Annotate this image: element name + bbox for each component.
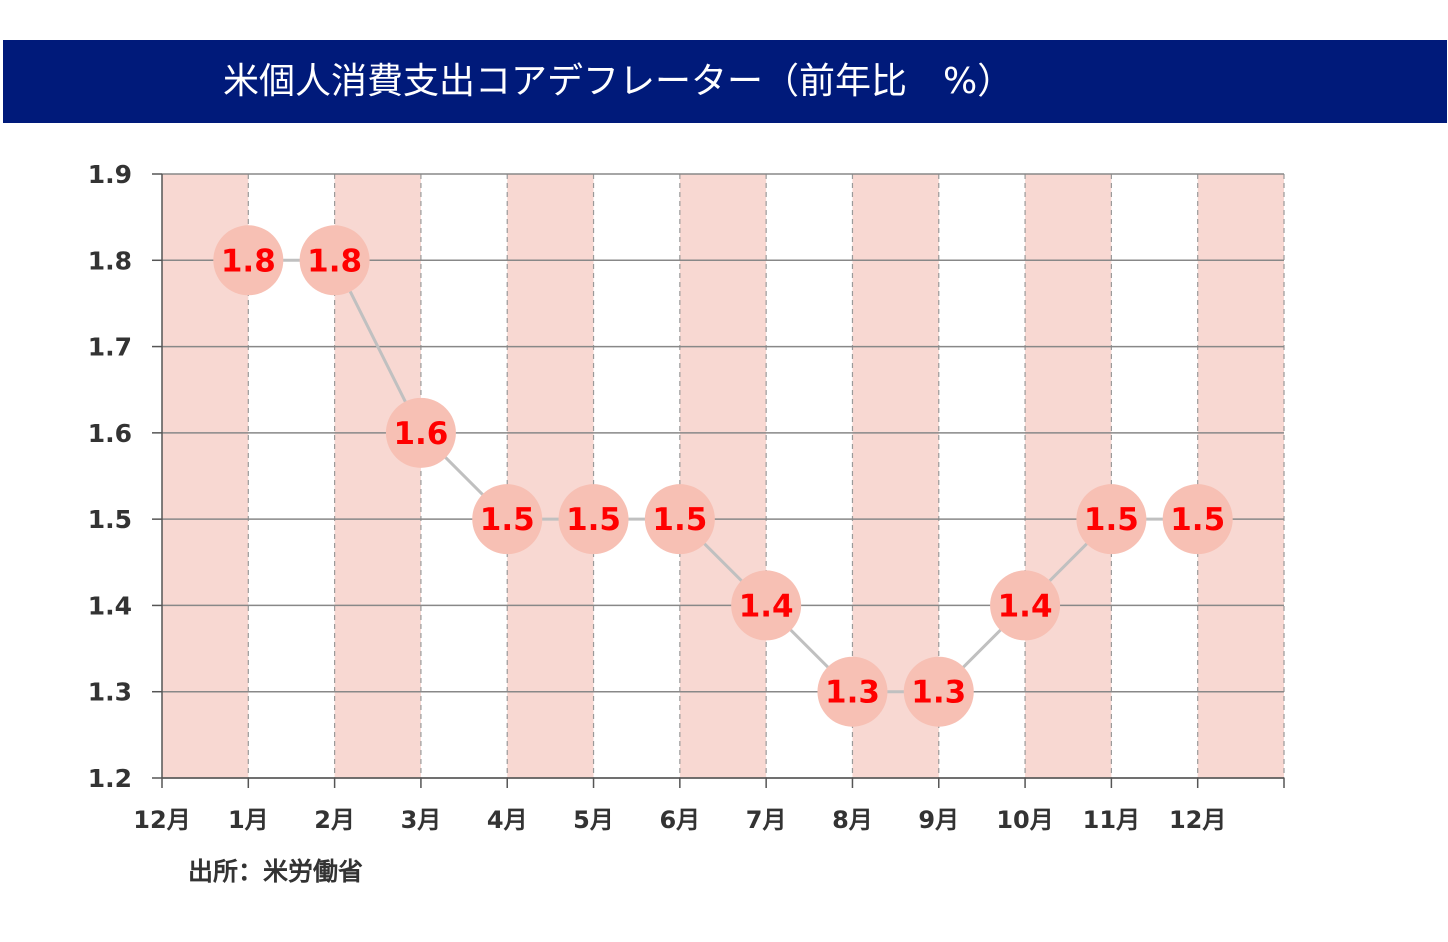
y-tick-label: 1.5 bbox=[88, 505, 132, 534]
x-tick-label: 8月 bbox=[832, 806, 873, 834]
x-tick-label: 11月 bbox=[1083, 806, 1140, 834]
data-point-marker bbox=[472, 484, 543, 555]
data-point-marker bbox=[1162, 484, 1233, 555]
data-point-marker bbox=[903, 656, 974, 727]
x-tick-label: 1月 bbox=[228, 806, 269, 834]
data-label: 1.3 bbox=[911, 675, 966, 711]
shaded-band bbox=[1197, 174, 1284, 778]
y-axis-tick-labels: 1.2 1.3 1.4 1.5 1.6 1.7 1.8 1.9 bbox=[88, 160, 132, 793]
data-point-marker bbox=[558, 484, 629, 555]
x-tick-label: 4月 bbox=[487, 806, 528, 834]
data-point-marker bbox=[644, 484, 715, 555]
data-point-marker bbox=[299, 225, 370, 296]
y-tick-label: 1.2 bbox=[88, 764, 132, 793]
y-tick-label: 1.6 bbox=[88, 419, 132, 448]
data-point-marker bbox=[731, 570, 802, 641]
data-label: 1.8 bbox=[221, 243, 276, 279]
data-label: 1.5 bbox=[480, 502, 535, 538]
data-label: 1.3 bbox=[825, 675, 880, 711]
data-label: 1.5 bbox=[652, 502, 707, 538]
shaded-band bbox=[507, 174, 594, 778]
x-tick-label: 12月 bbox=[133, 806, 190, 834]
data-label: 1.8 bbox=[307, 243, 362, 279]
x-tick-label: 9月 bbox=[918, 806, 959, 834]
x-tick-label: 12月 bbox=[1169, 806, 1226, 834]
x-tick-label: 5月 bbox=[573, 806, 614, 834]
data-point-marker bbox=[1076, 484, 1147, 555]
shaded-band bbox=[679, 174, 767, 778]
data-series: 1.8 1.8 1.6 1.5 1.5 1.5 1.4 1.3 1.3 1.4 1.5 1.5 bbox=[213, 225, 1233, 727]
data-point-marker bbox=[385, 397, 456, 468]
data-label: 1.4 bbox=[998, 588, 1053, 624]
data-point-marker bbox=[990, 570, 1061, 641]
data-label: 1.5 bbox=[1170, 502, 1225, 538]
chart-title: 米個人消費支出コアデフレーター（前年比 %） bbox=[3, 40, 1447, 123]
y-tick-label: 1.9 bbox=[88, 160, 132, 189]
x-tick-label: 2月 bbox=[314, 806, 355, 834]
y-tick-label: 1.8 bbox=[88, 246, 132, 275]
x-tick-label: 10月 bbox=[996, 806, 1053, 834]
shaded-band bbox=[1025, 174, 1112, 778]
y-tick-label: 1.7 bbox=[88, 333, 132, 362]
y-tick-label: 1.4 bbox=[88, 591, 132, 620]
shaded-bands bbox=[162, 174, 1284, 778]
x-tick-label: 7月 bbox=[746, 806, 787, 834]
data-point-marker bbox=[817, 656, 888, 727]
y-tick-label: 1.3 bbox=[88, 678, 132, 707]
data-label: 1.6 bbox=[393, 416, 448, 452]
x-tick-label: 6月 bbox=[659, 806, 700, 834]
data-point-marker bbox=[213, 225, 284, 296]
data-label: 1.4 bbox=[739, 588, 794, 624]
x-tick-label: 3月 bbox=[401, 806, 442, 834]
x-axis-tick-labels: 12月 1月 2月 3月 4月 5月 6月 7月 8月 9月 10月 11月 12月 bbox=[133, 806, 1226, 834]
source-note: 出所：米労働省 bbox=[188, 857, 364, 886]
data-label: 1.5 bbox=[1084, 502, 1139, 538]
data-label: 1.5 bbox=[566, 502, 621, 538]
axes bbox=[152, 173, 1285, 788]
